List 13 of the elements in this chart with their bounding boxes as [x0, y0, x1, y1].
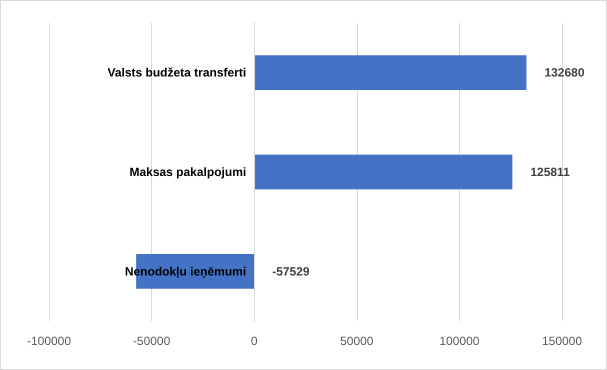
x-tick-label: 50000 — [340, 334, 374, 348]
data-label: -57529 — [272, 264, 310, 278]
data-label: 132680 — [544, 66, 585, 80]
x-tick-label: 150000 — [542, 334, 582, 348]
y-tick-label: Maksas pakalpojumi — [129, 165, 246, 179]
y-tick-label: Valsts budžeta transferti — [107, 66, 246, 80]
bar — [254, 154, 512, 190]
x-tick-label: 100000 — [439, 334, 480, 348]
data-label: 125811 — [530, 165, 570, 179]
bar — [254, 55, 526, 90]
x-tick-label: -50000 — [132, 334, 171, 348]
x-tick-label: 0 — [250, 334, 258, 348]
x-tick-label: -100000 — [26, 334, 72, 348]
